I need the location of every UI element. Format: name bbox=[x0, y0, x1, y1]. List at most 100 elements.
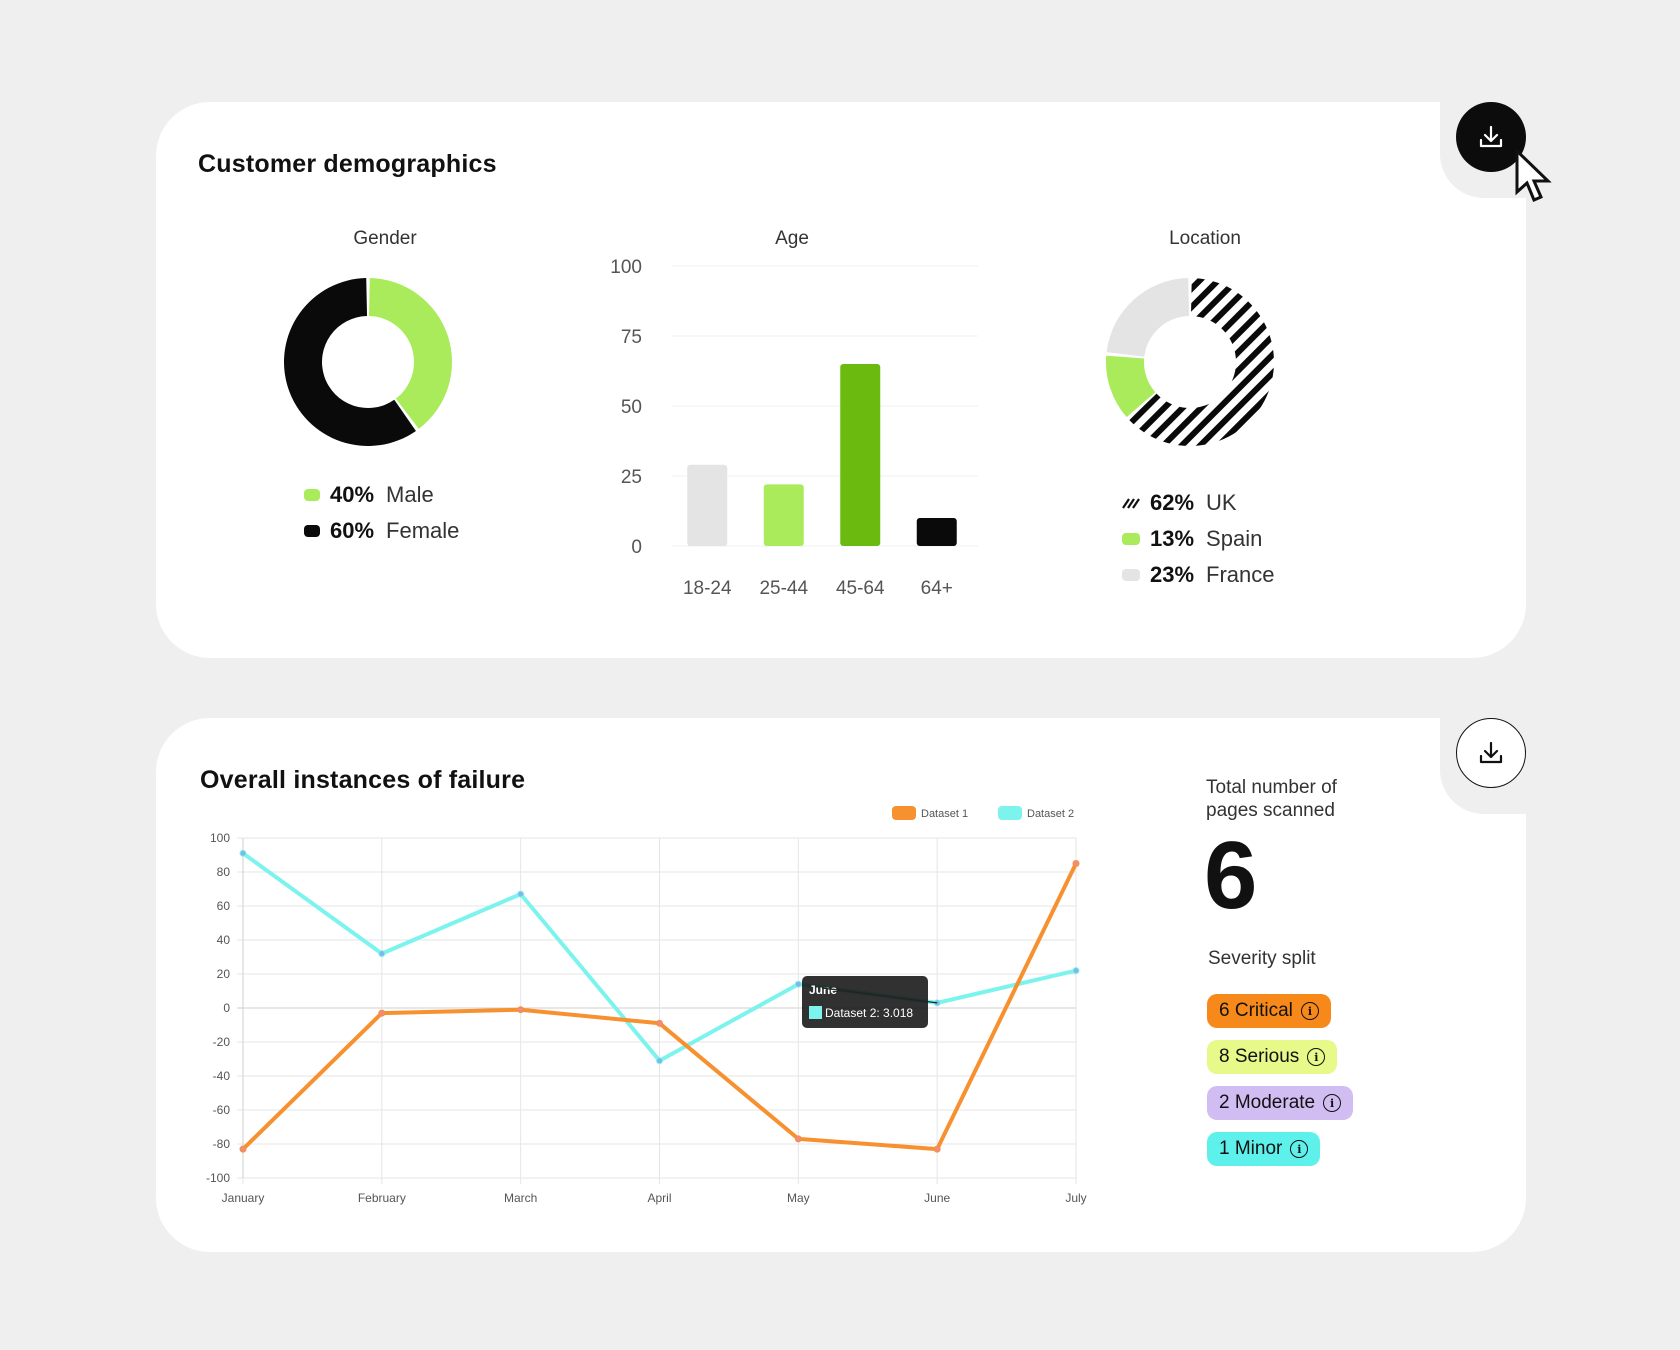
data-point[interactable] bbox=[517, 890, 525, 898]
donut-slice-female bbox=[284, 278, 416, 446]
badge-label: 2 Moderate bbox=[1219, 1092, 1316, 1113]
y-tick-label: 25 bbox=[621, 467, 642, 488]
y-tick-label: 100 bbox=[210, 831, 230, 845]
failure-line-chart: -100 -80 -60 -40 -20 0 20 40 60 80 100 January Febru… bbox=[206, 806, 1087, 1205]
y-tick-label: 0 bbox=[631, 537, 642, 558]
legend-pct: 40% bbox=[330, 482, 375, 507]
x-tick-label: January bbox=[222, 1191, 265, 1205]
legend-label: UK bbox=[1206, 490, 1237, 515]
age-bar-45-64 bbox=[840, 364, 881, 546]
y-tick-label: 100 bbox=[610, 257, 642, 278]
data-point[interactable] bbox=[933, 1145, 941, 1153]
legend-label: Dataset 2 bbox=[1027, 808, 1074, 820]
badge-label: 8 Serious bbox=[1219, 1046, 1300, 1067]
gender-donut-chart bbox=[284, 278, 452, 446]
location-title: Location bbox=[1169, 228, 1241, 249]
age-bar-25-44 bbox=[763, 484, 804, 546]
location-legend-item: 13% Spain bbox=[1122, 526, 1262, 552]
download-demographics-button[interactable] bbox=[1456, 102, 1526, 172]
y-tick-label: 80 bbox=[217, 865, 231, 879]
severity-badge-critical[interactable]: 6 Critical i bbox=[1207, 994, 1331, 1028]
x-tick-label: 25-44 bbox=[759, 578, 808, 599]
info-icon[interactable]: i bbox=[1290, 1140, 1309, 1158]
location-legend-item: 23% France bbox=[1122, 562, 1275, 588]
info-icon[interactable]: i bbox=[1323, 1094, 1342, 1112]
y-tick-label: 40 bbox=[217, 933, 231, 947]
age-title: Age bbox=[775, 228, 809, 249]
y-tick-label: -80 bbox=[213, 1137, 231, 1151]
tooltip-title: June bbox=[809, 983, 837, 997]
badge-label: 1 Minor bbox=[1219, 1138, 1283, 1159]
data-point[interactable] bbox=[794, 1135, 802, 1143]
data-point[interactable] bbox=[239, 1145, 247, 1153]
data-point[interactable] bbox=[239, 849, 247, 857]
gender-legend-item: 40% Male bbox=[304, 482, 434, 508]
severity-badge-minor[interactable]: 1 Minor i bbox=[1207, 1132, 1321, 1166]
legend-swatch bbox=[304, 525, 320, 537]
donut-slice-france bbox=[1106, 278, 1190, 357]
download-failure-button[interactable] bbox=[1456, 718, 1526, 788]
severity-split-label: Severity split bbox=[1208, 948, 1316, 969]
data-point[interactable] bbox=[794, 980, 802, 988]
y-tick-label: -100 bbox=[206, 1171, 230, 1185]
info-icon[interactable]: i bbox=[1307, 1048, 1326, 1066]
legend-swatch bbox=[1122, 569, 1140, 581]
chart-tooltip: June Dataset 2: 3.018 bbox=[802, 976, 938, 1028]
y-tick-label: 75 bbox=[621, 327, 642, 348]
donut-slice-uk bbox=[1129, 278, 1274, 446]
pages-scanned-label: Total number of pages scanned bbox=[1206, 777, 1337, 821]
y-tick-label: -20 bbox=[213, 1035, 231, 1049]
hatched-swatch-icon bbox=[1122, 498, 1140, 509]
data-point[interactable] bbox=[378, 950, 386, 958]
age-bar-chart: 0 25 50 75 100 18-24 25-44 45-64 64+ bbox=[610, 257, 978, 599]
x-tick-label: July bbox=[1065, 1191, 1086, 1205]
donut-slice-spain bbox=[1106, 355, 1156, 418]
download-icon bbox=[1479, 125, 1503, 148]
legend-swatch bbox=[1122, 533, 1140, 545]
legend-swatch bbox=[998, 806, 1022, 820]
x-tick-label: February bbox=[358, 1191, 406, 1205]
data-point[interactable] bbox=[1072, 967, 1080, 975]
data-point[interactable] bbox=[656, 1057, 663, 1065]
age-bar-64+ bbox=[916, 518, 957, 546]
demographics-title: Customer demographics bbox=[198, 150, 497, 178]
pages-scanned-value: 6 bbox=[1204, 822, 1258, 929]
y-tick-label: -40 bbox=[213, 1069, 231, 1083]
legend-swatch bbox=[892, 806, 916, 820]
legend-pct: 60% bbox=[330, 518, 375, 543]
severity-badge-moderate[interactable]: 2 Moderate i bbox=[1207, 1086, 1354, 1120]
age-bar-18-24 bbox=[687, 464, 728, 546]
info-icon[interactable]: i bbox=[1300, 1002, 1319, 1020]
legend-label: Female bbox=[386, 518, 460, 543]
download-icon bbox=[1479, 741, 1503, 764]
badge-label: 6 Critical bbox=[1219, 1000, 1293, 1021]
data-point[interactable] bbox=[656, 1019, 663, 1027]
gender-legend-item: 60% Female bbox=[304, 518, 459, 544]
legend-pct: 62% bbox=[1150, 490, 1195, 515]
location-donut-chart bbox=[1106, 278, 1274, 446]
y-tick-label: 60 bbox=[217, 899, 231, 913]
severity-badge-serious[interactable]: 8 Serious i bbox=[1207, 1040, 1338, 1074]
failure-title: Overall instances of failure bbox=[200, 766, 526, 794]
tooltip-swatch bbox=[809, 1006, 822, 1019]
tooltip-label: Dataset 2: 3.018 bbox=[825, 1006, 913, 1020]
legend-label: Dataset 1 bbox=[921, 808, 968, 820]
legend-label: Male bbox=[386, 482, 434, 507]
tooltip-pointer bbox=[821, 987, 938, 1004]
legend-label: France bbox=[1206, 562, 1275, 587]
location-legend-item: 62% UK bbox=[1122, 490, 1237, 516]
x-tick-label: April bbox=[647, 1191, 671, 1205]
data-point[interactable] bbox=[1072, 860, 1080, 867]
y-tick-label: 50 bbox=[621, 397, 642, 418]
x-tick-label: 18-24 bbox=[683, 578, 732, 599]
gender-title: Gender bbox=[353, 228, 417, 249]
y-tick-label: 20 bbox=[217, 967, 231, 981]
x-tick-label: 64+ bbox=[921, 578, 953, 599]
x-tick-label: March bbox=[504, 1191, 537, 1205]
legend-pct: 23% bbox=[1150, 562, 1195, 587]
x-tick-label: June bbox=[924, 1191, 950, 1205]
data-point[interactable] bbox=[517, 1006, 525, 1014]
legend-pct: 13% bbox=[1150, 526, 1195, 551]
data-point[interactable] bbox=[378, 1009, 386, 1017]
legend-label: Spain bbox=[1206, 526, 1263, 551]
